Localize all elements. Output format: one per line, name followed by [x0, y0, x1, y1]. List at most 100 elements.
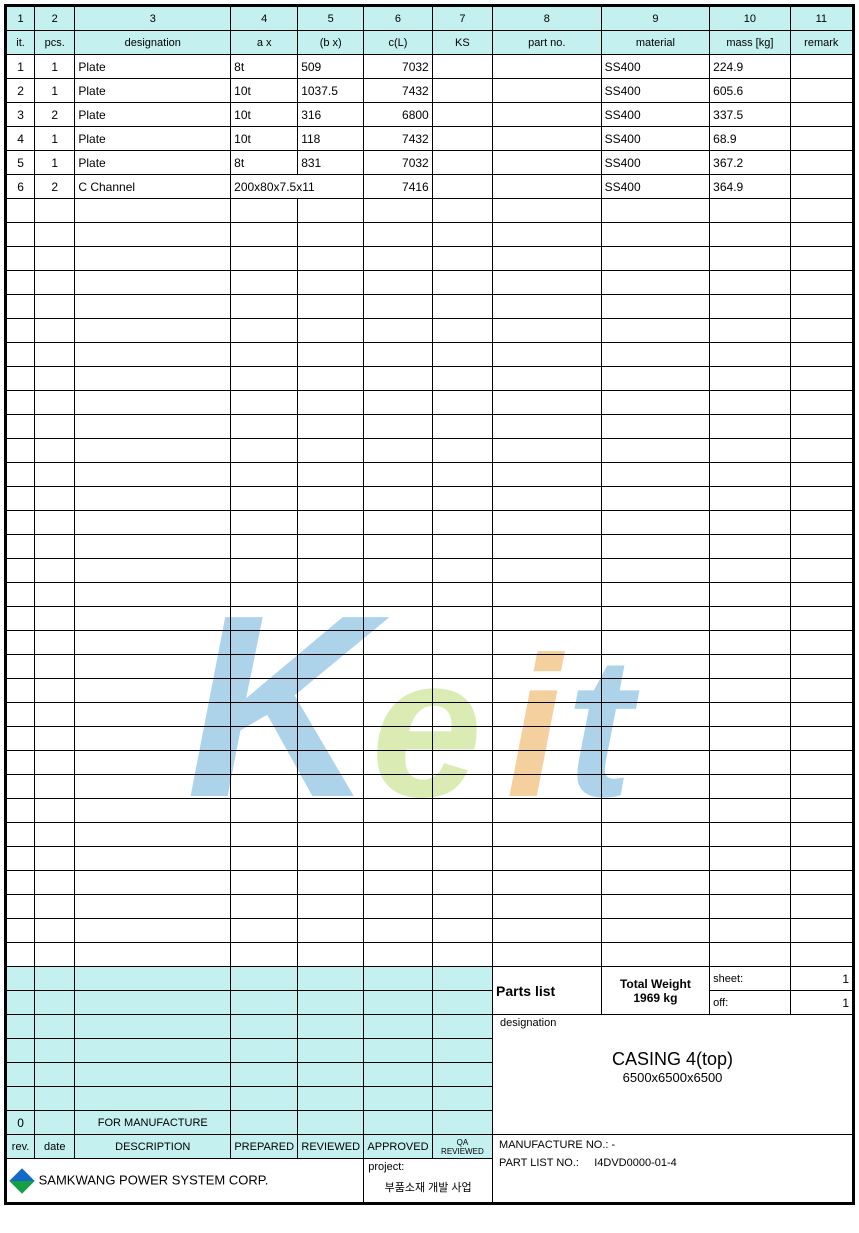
empty-cell: [790, 223, 852, 247]
empty-cell: [35, 463, 75, 487]
empty-cell: [231, 295, 298, 319]
empty-cell: [364, 463, 433, 487]
cell-a: 10t: [231, 127, 298, 151]
empty-cell: [790, 679, 852, 703]
cell-material: SS400: [601, 175, 710, 199]
empty-cell: [35, 439, 75, 463]
empty-cell: [432, 679, 492, 703]
empty-cell: [432, 199, 492, 223]
empty-cell: [493, 247, 602, 271]
cell-pcs: 1: [35, 55, 75, 79]
table-row-empty: [7, 607, 853, 631]
cell-mass: 605.6: [710, 79, 790, 103]
empty-cell: [601, 703, 710, 727]
empty-cell: [364, 919, 433, 943]
empty-cell: [35, 223, 75, 247]
empty-cell: [493, 943, 602, 967]
colnum: 9: [601, 7, 710, 31]
empty-cell: [231, 655, 298, 679]
empty-cell: [7, 559, 35, 583]
colnum: 7: [432, 7, 492, 31]
empty-cell: [432, 895, 492, 919]
empty-cell: [231, 199, 298, 223]
empty-cell: [231, 895, 298, 919]
empty-cell: [364, 319, 433, 343]
empty-cell: [710, 511, 790, 535]
total-weight-value: 1969 kg: [633, 991, 677, 1005]
empty-cell: [35, 415, 75, 439]
cell-a: 10t: [231, 103, 298, 127]
empty-cell: [790, 655, 852, 679]
empty-cell: [601, 631, 710, 655]
empty-cell: [493, 391, 602, 415]
empty-cell: [710, 751, 790, 775]
collbl: mass [kg]: [710, 31, 790, 55]
empty-cell: [231, 919, 298, 943]
company-logo-icon: [9, 1168, 34, 1193]
table-row-empty: [7, 511, 853, 535]
collbl: KS: [432, 31, 492, 55]
cell-ks: [432, 127, 492, 151]
empty-cell: [35, 775, 75, 799]
cell-material: SS400: [601, 151, 710, 175]
empty-cell: [601, 727, 710, 751]
empty-cell: [7, 199, 35, 223]
empty-cell: [790, 823, 852, 847]
empty-cell: [75, 463, 231, 487]
empty-cell: [710, 319, 790, 343]
empty-cell: [231, 847, 298, 871]
empty-cell: [493, 847, 602, 871]
empty-cell: [75, 631, 231, 655]
empty-cell: [75, 895, 231, 919]
empty-cell: [364, 583, 433, 607]
empty-cell: [35, 751, 75, 775]
empty-cell: [35, 847, 75, 871]
empty-cell: [710, 295, 790, 319]
empty-cell: [364, 487, 433, 511]
rev-hdr: date: [35, 1135, 75, 1159]
empty-cell: [432, 439, 492, 463]
empty-cell: [432, 559, 492, 583]
cell-c: 7432: [364, 127, 433, 151]
table-row-empty: [7, 439, 853, 463]
empty-cell: [601, 607, 710, 631]
cell-b: 118: [298, 127, 364, 151]
cell-c: 7032: [364, 55, 433, 79]
collbl: c(L): [364, 31, 433, 55]
empty-cell: [231, 439, 298, 463]
col-label-row: it. pcs. designation a x (b x) c(L) KS p…: [7, 31, 853, 55]
empty-cell: [75, 367, 231, 391]
cell-c: 6800: [364, 103, 433, 127]
rev-hdr: PREPARED: [231, 1135, 298, 1159]
sheet-label: sheet:: [710, 967, 790, 991]
empty-cell: [35, 391, 75, 415]
cell-mass: 337.5: [710, 103, 790, 127]
table-row-empty: [7, 775, 853, 799]
for-manufacture: FOR MANUFACTURE: [75, 1111, 231, 1135]
off-value: 1: [790, 991, 852, 1015]
empty-cell: [790, 511, 852, 535]
empty-cell: [231, 487, 298, 511]
empty-cell: [432, 919, 492, 943]
empty-cell: [601, 655, 710, 679]
empty-cell: [601, 415, 710, 439]
empty-cell: [432, 751, 492, 775]
empty-cell: [298, 223, 364, 247]
empty-cell: [493, 631, 602, 655]
cell-pcs: 1: [35, 79, 75, 103]
empty-cell: [493, 415, 602, 439]
empty-cell: [432, 271, 492, 295]
empty-cell: [7, 439, 35, 463]
empty-cell: [75, 415, 231, 439]
table-row-empty: [7, 583, 853, 607]
empty-cell: [710, 559, 790, 583]
empty-cell: [75, 607, 231, 631]
empty-cell: [75, 679, 231, 703]
collbl: pcs.: [35, 31, 75, 55]
empty-cell: [710, 655, 790, 679]
table-row-empty: [7, 271, 853, 295]
empty-cell: [432, 655, 492, 679]
empty-cell: [231, 607, 298, 631]
empty-cell: [432, 727, 492, 751]
cell-remark: [790, 103, 852, 127]
